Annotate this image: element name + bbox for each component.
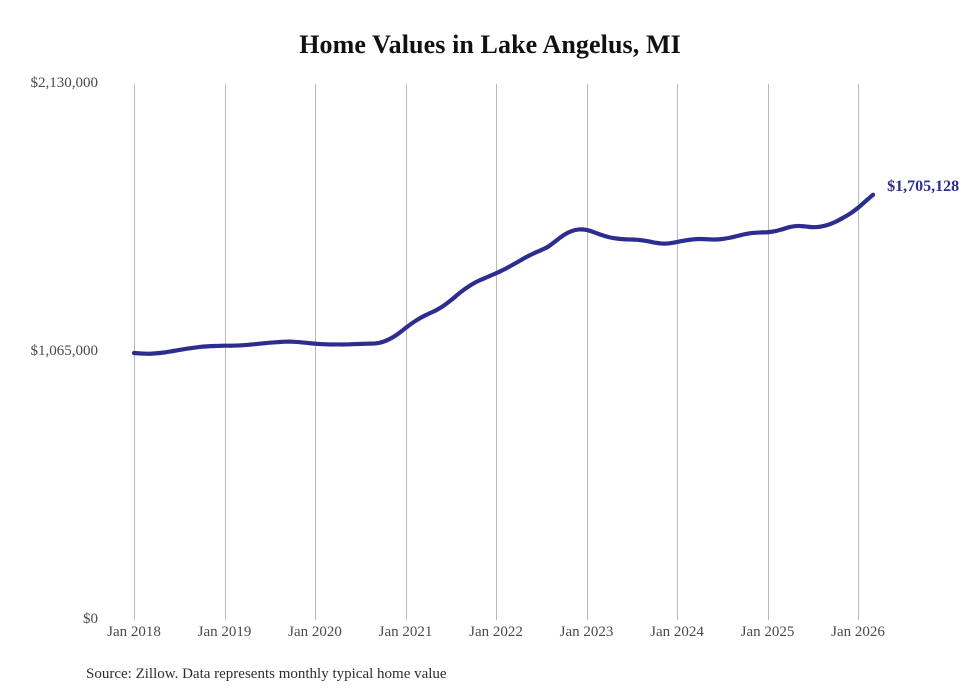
x-tick-label: Jan 2020 (288, 624, 342, 640)
chart-title: Home Values in Lake Angelus, MI (299, 30, 681, 59)
x-tick-label: Jan 2018 (107, 624, 161, 640)
y-tick: $2,130,000 (0, 75, 99, 93)
y-tick-label: $2,130,000 (30, 75, 99, 91)
y-tick-label: $0 (83, 611, 98, 627)
source-note: Source: Zillow. Data represents monthly … (86, 666, 447, 682)
x-tick-label: Jan 2025 (740, 624, 795, 640)
x-tick-label: Jan 2023 (559, 624, 614, 640)
y-tick: $0 (0, 611, 98, 629)
y-tick: $1,065,000 (0, 343, 99, 361)
y-tick-label: $1,065,000 (30, 343, 99, 359)
x-tick-label: Jan 2022 (469, 624, 523, 640)
gridlines (134, 84, 859, 620)
x-tick-label: Jan 2026 (831, 624, 885, 640)
x-tick-label: Jan 2019 (197, 624, 252, 640)
end-value-label: $1,705,128 (887, 177, 960, 195)
x-tick-label: Jan 2024 (650, 624, 704, 640)
home-value-line (131, 192, 876, 356)
x-tick-label: Jan 2021 (378, 624, 433, 640)
